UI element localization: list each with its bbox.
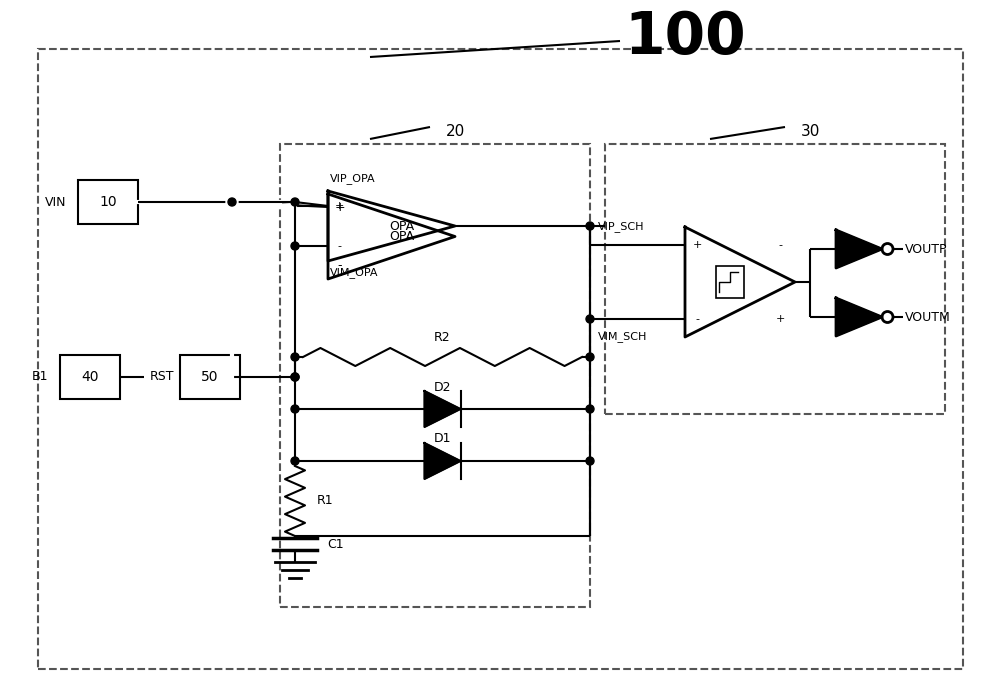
- Text: 40: 40: [81, 370, 99, 384]
- Text: VIM_SCH: VIM_SCH: [598, 331, 647, 343]
- Bar: [60, 355, 120, 399]
- Circle shape: [586, 222, 594, 230]
- Polygon shape: [836, 230, 882, 268]
- Circle shape: [291, 405, 299, 413]
- Text: VIN: VIN: [45, 196, 66, 208]
- Circle shape: [586, 353, 594, 361]
- Circle shape: [226, 196, 238, 208]
- Text: 100: 100: [624, 8, 746, 66]
- Text: -: -: [338, 259, 342, 273]
- Text: +: +: [775, 314, 785, 324]
- Text: 30: 30: [800, 124, 820, 138]
- Text: R2: R2: [434, 331, 451, 343]
- Text: D1: D1: [434, 433, 451, 445]
- Text: VIM_OPA: VIM_OPA: [330, 268, 379, 278]
- Circle shape: [291, 353, 299, 361]
- Circle shape: [586, 405, 594, 413]
- Circle shape: [291, 457, 299, 465]
- Bar: [280, 144, 590, 607]
- Polygon shape: [425, 443, 461, 479]
- Text: VIP_OPA: VIP_OPA: [330, 173, 376, 185]
- Text: -: -: [695, 314, 699, 324]
- Bar: [78, 180, 138, 224]
- Bar: [180, 355, 240, 399]
- Circle shape: [586, 457, 594, 465]
- Text: +: +: [335, 201, 345, 213]
- Text: B1: B1: [32, 370, 48, 384]
- Circle shape: [291, 373, 299, 381]
- Text: 10: 10: [99, 195, 117, 209]
- Text: D2: D2: [434, 380, 451, 394]
- Text: +: +: [334, 201, 344, 211]
- Circle shape: [291, 373, 299, 381]
- Text: R1: R1: [317, 494, 334, 507]
- Text: VOUTM: VOUTM: [905, 310, 951, 324]
- Text: -: -: [337, 241, 341, 251]
- Bar: [716, 266, 744, 298]
- Text: C1: C1: [327, 538, 344, 551]
- Text: OPA: OPA: [389, 219, 414, 233]
- Bar: [605, 144, 945, 414]
- Text: 50: 50: [201, 370, 219, 384]
- Text: OPA: OPA: [389, 230, 414, 243]
- Circle shape: [291, 242, 299, 250]
- Polygon shape: [836, 298, 882, 336]
- Circle shape: [291, 198, 299, 206]
- Text: 20: 20: [445, 124, 465, 138]
- Text: VIP_SCH: VIP_SCH: [598, 222, 644, 233]
- Polygon shape: [425, 391, 461, 427]
- Text: -: -: [778, 240, 782, 250]
- Circle shape: [228, 198, 236, 206]
- Text: +: +: [692, 240, 702, 250]
- Text: RST: RST: [150, 370, 174, 384]
- Bar: [38, 49, 963, 669]
- Circle shape: [586, 315, 594, 323]
- Text: VOUTP: VOUTP: [905, 243, 947, 256]
